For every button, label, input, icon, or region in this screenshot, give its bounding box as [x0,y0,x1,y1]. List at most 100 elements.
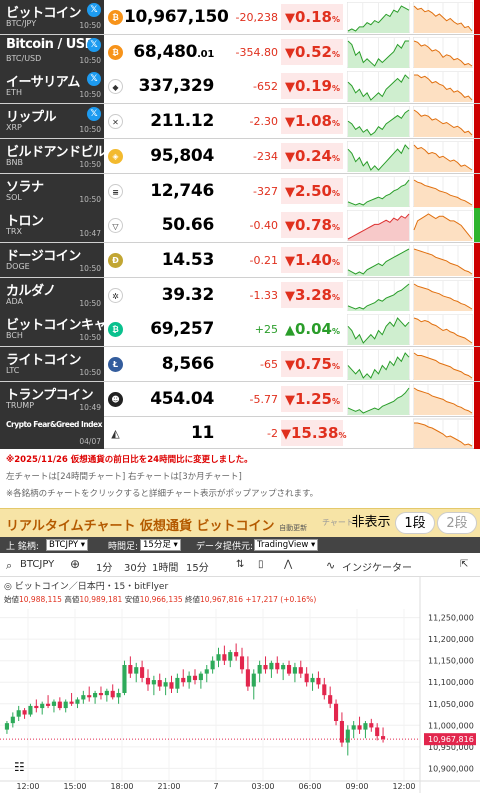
x-tick-label: 12:00 [16,782,39,791]
status-bar [474,138,480,173]
status-bar [474,242,480,277]
spark24h-line [347,109,410,136]
candle-body [298,667,303,674]
ticker-row[interactable]: ドージコイン DOGE 10:50 Ð 14.53 -0.21 ▼1.40% [0,242,480,278]
candle-icon[interactable]: ▯ [258,559,264,570]
update-time: 10:50 [79,55,101,65]
indicator-icon[interactable]: ∿ [326,559,336,572]
3month-chart[interactable] [413,210,473,242]
3month-chart[interactable] [413,383,473,415]
24h-chart[interactable] [347,71,410,103]
24h-chart[interactable] [347,175,410,207]
candle-body [93,693,98,698]
candlestick-svg[interactable]: 11,250,000 11,200,000 11,150,000 11,100,000… [0,577,480,793]
ticker-row[interactable]: ソラナ SOL 10:50 ≡ 12,746 -327 ▼2.50% [0,173,480,209]
3month-chart[interactable] [413,106,473,138]
coin-symbol: ETH [6,88,22,98]
24h-chart[interactable] [347,106,410,138]
coin-price: 68,480.01 [133,41,214,62]
candle-body [16,710,21,717]
candlestick-chart[interactable]: 11,250,000 11,200,000 11,150,000 11,100,000… [0,577,480,793]
candle-body [210,660,215,670]
ticker-row[interactable]: リップル XRP 10:50 𝕏 ✕ 211.12 -2.30 ▼1.08% [0,104,480,140]
24h-chart[interactable] [347,314,410,346]
x-social-icon[interactable]: 𝕏 [87,3,101,17]
spark24h-area [348,214,409,242]
coin-price: 454.04 [150,388,214,409]
spark3m-area [414,318,472,346]
area-icon[interactable]: ⋀ [284,559,293,570]
interval-15m[interactable]: 15分 [186,563,209,574]
ticker-row[interactable]: Bitcoin / USD BTC/USD 10:50 𝕏 ₿ 68,480.0… [0,34,480,70]
coin-name-cell: ビルドアンドビルド BNB 10:50 [0,138,118,173]
fear-greed-3month-chart[interactable] [413,418,473,449]
coin-name: ソラナ [6,179,44,195]
3month-chart[interactable] [413,71,473,103]
note-chart-legend: 左チャートは[24時間チャート] 右チャートは[3か月チャート] [6,472,242,482]
24h-chart[interactable] [347,140,410,172]
bars-icon[interactable]: ⇅ [236,559,245,570]
x-social-icon[interactable]: 𝕏 [87,37,101,52]
provider-select[interactable]: TradingView ▾ [254,539,319,551]
x-social-icon[interactable]: 𝕏 [87,72,101,87]
interval-30m[interactable]: 30分 [124,563,147,574]
x-tick-label: 12:00 [392,782,415,791]
indicator-button[interactable]: インジケーター [342,563,412,574]
ticker-row[interactable]: ビルドアンドビルド BNB 10:50 ◈ 95,804 -234 ▼0.24% [0,138,480,174]
interval-1h[interactable]: 1時間 [152,563,179,574]
hide-button[interactable]: 非表示 [351,515,391,530]
3month-chart[interactable] [413,140,473,172]
3month-chart[interactable] [413,349,473,380]
3month-chart[interactable] [413,175,473,207]
two-row-button[interactable]: 2段 [437,512,477,534]
fear-greed-row[interactable]: Crypto Fear&Greed Index 04/07 ◭ 11 -2 ▼1… [0,416,480,449]
ticker-row[interactable]: イーサリアム ETH 10:50 𝕏 ◆ 337,329 -652 ▼0.19% [0,69,480,105]
coin-name: トランプコイン [6,387,94,403]
24h-chart[interactable] [347,36,410,68]
3month-chart[interactable] [413,314,473,346]
candle-body [192,675,198,681]
candle-body [304,673,309,683]
24h-chart[interactable] [347,383,410,415]
ticker-row[interactable]: トロン TRX 10:47 ▽ 50.66 -0.40 ▼0.78% [0,208,480,244]
ticker-row[interactable]: ビットコインキャッシュ BCH 10:50 ₿ 69,257 +25 ▲0.04… [0,312,480,348]
24h-chart[interactable] [347,244,410,276]
ticker-row[interactable]: ライトコイン LTC 10:50 Ł 8,566 -65 ▼0.75% [0,347,480,382]
symbol-select[interactable]: BTCJPY ▾ [46,539,89,551]
spark3m-line [413,40,473,67]
bnb-icon: ◈ [108,148,123,164]
one-row-button[interactable]: 1段 [395,512,435,534]
24h-chart[interactable] [347,2,410,33]
timeframe-select[interactable]: 15分足 ▾ [140,539,181,551]
candle-body [116,693,121,698]
fear-greed-value: 11 [190,423,214,443]
popout-icon[interactable]: ⇱ [460,559,469,570]
gauge-icon: ◭ [111,427,120,440]
3month-chart[interactable] [413,2,473,33]
bitcoin-icon: ₿ [108,44,123,60]
spark24h-area [348,179,409,207]
24h-chart[interactable] [347,279,410,311]
coin-symbol: SOL [6,192,22,202]
3month-chart[interactable] [413,36,473,68]
3month-chart[interactable] [413,244,473,276]
search-icon[interactable]: ⌕ [6,559,13,572]
ethereum-icon: ◆ [108,79,123,95]
24h-chart[interactable] [347,349,410,380]
24h-chart[interactable] [347,210,410,242]
update-time: 10:47 [79,229,101,239]
spark3m-area [414,423,472,448]
ticker-row[interactable]: ビットコイン BTC/JPY 10:50 𝕏 ₿ 10,967,150 -20,… [0,0,480,35]
spark24h-area [348,387,409,415]
x-social-icon[interactable]: 𝕏 [87,107,101,122]
ticker-row[interactable]: トランプコイン TRUMP 10:49 ☻ 454.04 -5.77 ▼1.25… [0,381,480,417]
spark24h-line [347,352,410,379]
ticker-row[interactable]: カルダノ ADA 10:50 ✲ 39.32 -1.33 ▼3.28% [0,277,480,313]
toolbar-symbol[interactable]: BTCJPY [20,559,55,570]
candle-body [281,665,286,670]
interval-1m[interactable]: 1分 [96,563,113,574]
coin-change: -354.80 [235,45,278,59]
3month-chart[interactable] [413,279,473,311]
add-compare-icon[interactable]: ⊕ [70,557,81,571]
coin-symbol: BTC/JPY [6,19,37,28]
